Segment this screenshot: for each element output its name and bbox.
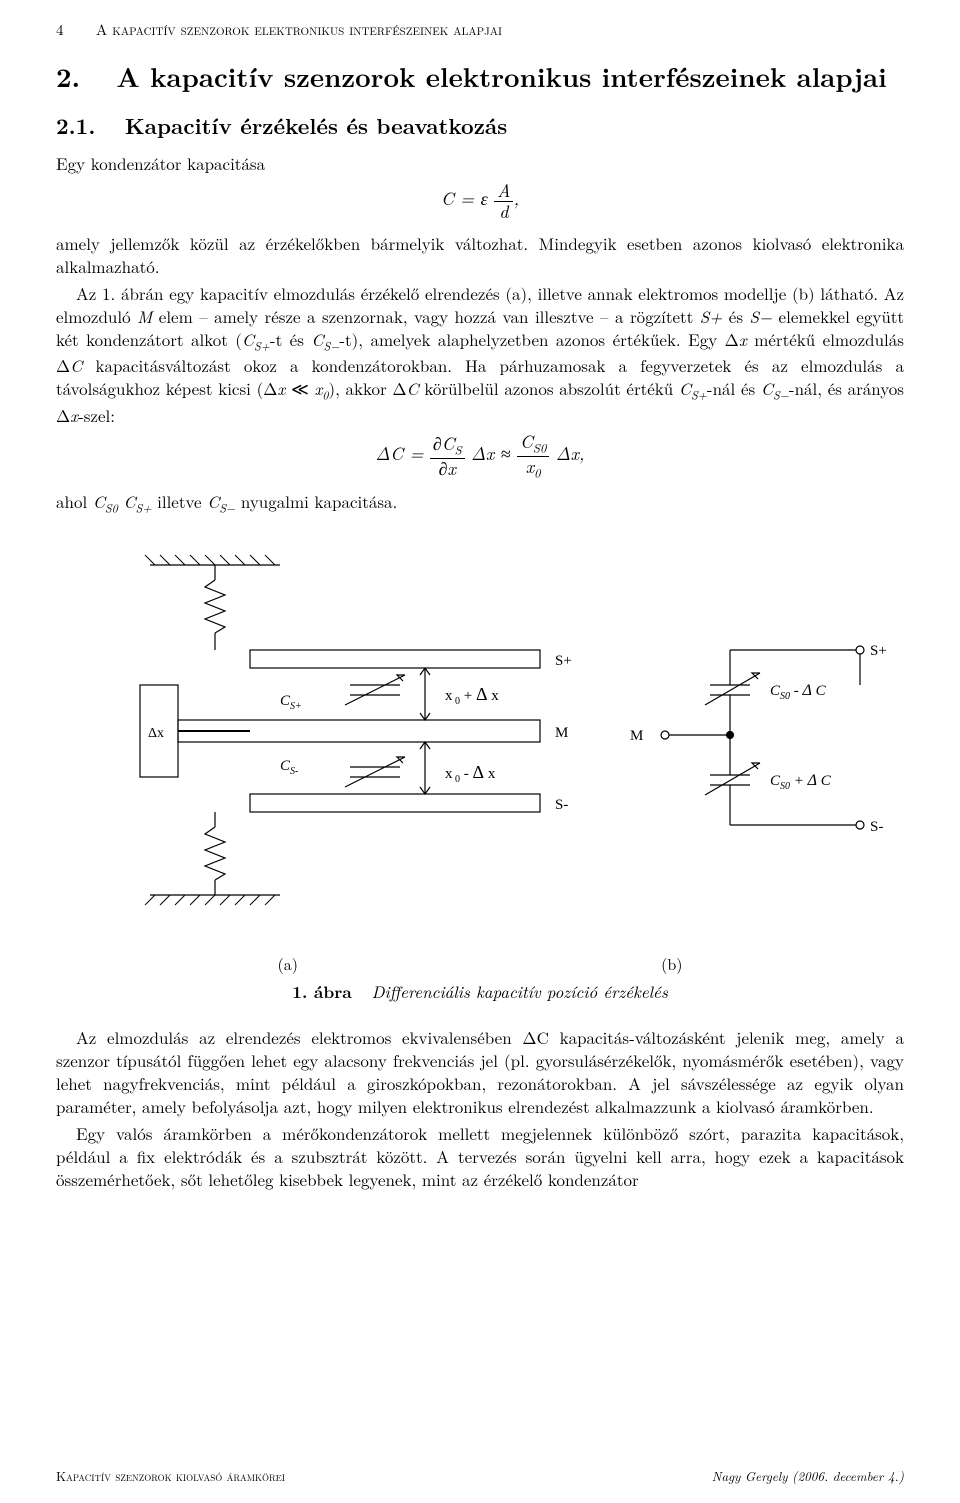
running-header: 4 A kapacitív szenzorok elektronikus int… [56,20,904,40]
p4b: illetve [151,489,207,513]
p3x: x [739,327,747,351]
p3C2: C [407,376,419,400]
eq2num1: ∂C [433,431,455,456]
section-number: 2. [56,56,80,95]
paragraph-3: Az 1. ábrán egy kapacitív elmozdulás érz… [56,282,904,427]
fig-label-Sp: S+ [555,653,572,669]
equation-1: C = ε Ad, [56,181,904,222]
paragraph-2: amely jellemzők közül az érzékelőkben bá… [56,232,904,278]
p4c: nyugalmi kapacitása. [235,489,397,513]
eq2mid: Δx ≈ [471,441,517,466]
p3j: -szel: [78,403,115,427]
p3b: elem – amely része a szenzornak, vagy ho… [152,304,699,328]
figure-sublabel-a: (a) [278,953,298,975]
p3ll: ≪ [285,376,314,400]
figure-caption-text: Differenciális kapacitív pozíció érzékel… [372,979,668,1003]
figure-sublabel-b: (b) [661,953,682,975]
p3Sp: S+ [700,304,723,328]
fig-label-Sm: S- [555,797,568,813]
fig-b-label-Sm: S- [870,819,883,835]
paragraph-4: ahol CS0 CS+ illetve CS− nyugalmi kapaci… [56,490,904,516]
paragraph-5: Az elmozdulás az elrendezés elektromos e… [56,1026,904,1118]
p3CSp2Sub: S+ [691,387,707,403]
fig-label-CSp: CS+ [280,693,302,712]
page-number: 4 [56,19,64,40]
eq2den2: x [526,454,534,479]
p3CSm2: C [761,376,773,400]
eq2den1: ∂x [430,459,465,479]
fig-label-M: M [555,725,568,741]
p4CSpSub: S+ [136,501,152,517]
p3and: és [722,304,749,328]
eq2den2sub: 0 [534,463,540,481]
figure-1: S+ CS+ x 0 + Δ x M Δx CS- [56,545,904,1005]
fig-label-dx: Δx [148,726,164,741]
p3h: -nál és [707,376,761,400]
p4CSm: C [207,489,219,513]
section-heading: 2. A kapacitív szenzorok elektronikus in… [56,58,904,94]
figure-caption: 1. ábra Differenciális kapacitív pozíció… [56,980,904,1004]
fig-label-CSm: CS- [280,758,298,777]
paragraph-6: Egy valós áramkörben a mérőkondenzátorok… [56,1122,904,1191]
p3c3: -t), amelyek alaphelyzetben azonos érték… [339,327,738,351]
footer-right: Nagy Gergely (2006. december 4.) [712,1467,904,1485]
eq2post: Δx, [556,441,585,466]
p3g: körülbelül azonos abszolút értékű [419,376,679,400]
eq2pre: ΔC = [376,441,430,466]
subsection-heading: 2.1. Kapacitív érzékelés és beavatkozás [56,111,904,141]
running-title: A kapacitív szenzorok elektronikus inter… [96,19,502,40]
p3CSpSub: S+ [254,338,270,354]
p4CSp: C [123,489,135,513]
footer-left: Kapacitív szenzorok kiolvasó áramkörei [56,1467,285,1485]
fig-b-label-CS0m: CS0 - Δ C [770,682,827,702]
p4CSmSub: S− [219,501,235,517]
p3CSm2Sub: S− [773,387,789,403]
paragraph-1: Egy kondenzátor kapacitása [56,152,904,175]
p3f: ), akkor Δ [328,376,406,400]
figure-sublabels: (a) (b) [96,953,864,975]
equation-2: ΔC = ∂CS ∂x Δx ≈ CS0 x0 Δx, [56,432,904,480]
fig-label-x0p: x 0 + Δ x [445,684,499,707]
p3CSmSub: S− [324,338,340,354]
p3M: M [137,304,152,328]
figure-caption-label: 1. ábra [292,980,352,1004]
section-title: A kapacitív szenzorok elektronikus inter… [116,56,886,95]
p4CS0sub: S0 [105,501,118,517]
p3Ccap: C [70,353,82,377]
p4a: ahol [56,489,93,513]
fig-b-label-M: M [630,728,643,744]
fig-b-label-Sp: S+ [870,643,887,659]
p3c2: -t és [270,327,311,351]
page-footer: Kapacitív szenzorok kiolvasó áramkörei N… [56,1467,904,1485]
subsection-number: 2.1. [56,110,95,141]
fig-label-x0m: x 0 - Δ x [445,762,496,785]
p3CSp: C [242,327,254,351]
eq2num2sub: S0 [533,439,547,457]
subsection-title: Kapacitív érzékelés és beavatkozás [125,110,507,141]
p3Sm: S− [750,304,773,328]
p3CSp2: C [679,376,691,400]
p4CS0: C [93,489,105,513]
eq2num2: C [520,429,533,454]
fig-b-label-CS0p: CS0 + Δ C [770,772,832,792]
p3x3: x [70,403,78,427]
figure-svg: S+ CS+ x 0 + Δ x M Δx CS- [70,545,890,935]
p3CSm: C [311,327,323,351]
